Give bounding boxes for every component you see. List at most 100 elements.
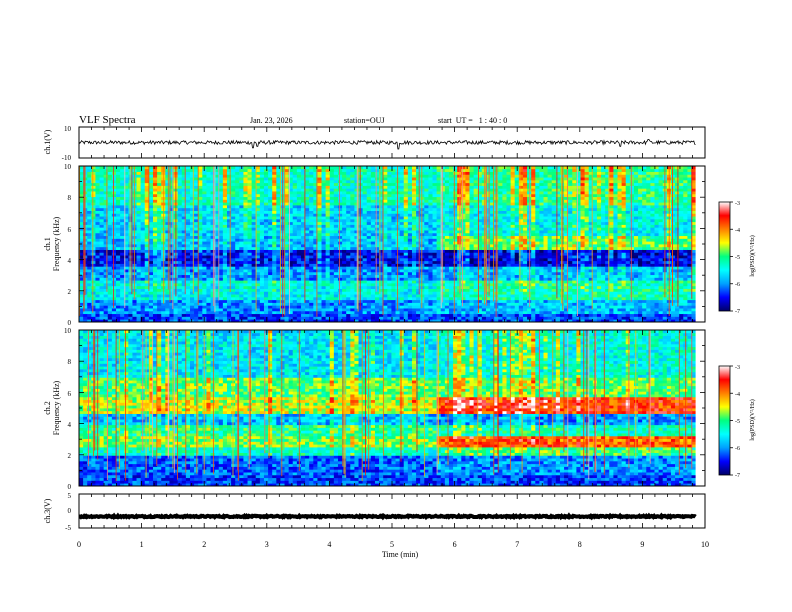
spectrogram-cell bbox=[407, 168, 413, 172]
spectrogram-cell bbox=[116, 277, 121, 281]
spectrogram-cell bbox=[128, 255, 133, 259]
spectrogram-cell bbox=[424, 202, 429, 206]
spectrogram-cell bbox=[120, 235, 125, 239]
spectrogram-cell bbox=[255, 174, 261, 178]
spectrogram-cell bbox=[305, 210, 310, 214]
spectrogram-cell bbox=[350, 227, 355, 231]
spectrogram-cell bbox=[235, 171, 240, 175]
spectrogram-cell bbox=[194, 280, 199, 284]
spectrogram-cell bbox=[157, 291, 162, 295]
spectrogram-cell bbox=[136, 249, 142, 253]
spectrogram-cell bbox=[276, 221, 281, 225]
spectrogram-cell bbox=[268, 308, 273, 312]
spectrogram-cell bbox=[124, 227, 129, 231]
spectrogram-cell bbox=[91, 241, 96, 245]
spectrogram-cell bbox=[218, 277, 224, 281]
spectrogram-cell bbox=[239, 227, 244, 231]
spectrogram-cell bbox=[387, 288, 392, 292]
spectrogram-cell bbox=[317, 166, 322, 170]
spectrogram-cell bbox=[111, 257, 117, 262]
spectrogram-cell bbox=[284, 166, 290, 170]
spectrogram-cell bbox=[387, 182, 392, 186]
spectrogram-cell bbox=[276, 291, 281, 295]
spectrogram-cell bbox=[374, 230, 380, 234]
spectrogram-cell bbox=[276, 316, 281, 320]
spectrogram-cell bbox=[169, 182, 174, 186]
spectrogram-cell bbox=[218, 241, 224, 245]
spectrogram-cell bbox=[259, 263, 265, 267]
spectrogram-cell bbox=[157, 199, 162, 203]
spectrogram-cell bbox=[136, 271, 142, 276]
spectrogram-cell bbox=[206, 199, 211, 203]
spectrogram-cell bbox=[300, 221, 306, 225]
spectrogram-cell bbox=[300, 316, 306, 320]
spectrogram-cell bbox=[379, 216, 384, 220]
spectrogram-cell bbox=[202, 210, 207, 214]
spectrogram-cell bbox=[247, 296, 253, 301]
spectrogram-cell bbox=[107, 288, 113, 292]
spectrogram-cell bbox=[239, 255, 244, 259]
spectrogram-cell bbox=[251, 294, 257, 298]
spectrogram-cell bbox=[181, 277, 187, 281]
spectrogram-cell bbox=[321, 218, 327, 223]
spectrogram-cell bbox=[177, 168, 183, 172]
spectrogram-cell bbox=[169, 249, 174, 253]
spectrogram-cell bbox=[420, 185, 425, 189]
spectrogram-cell bbox=[214, 288, 220, 292]
spectrogram-cell bbox=[103, 313, 109, 317]
spectrogram-cell bbox=[152, 283, 158, 287]
spectrogram-cell bbox=[95, 210, 100, 214]
spectrogram-cell bbox=[226, 232, 232, 237]
spectrogram-cell bbox=[416, 266, 421, 270]
spectrogram-cell bbox=[243, 302, 248, 306]
spectrogram-cell bbox=[144, 224, 150, 228]
spectrogram-cell bbox=[95, 246, 100, 250]
spectrogram-cell bbox=[317, 244, 322, 248]
spectrogram-cell bbox=[128, 244, 133, 248]
spectrogram-cell bbox=[243, 182, 248, 186]
spectrogram-cell bbox=[111, 319, 117, 323]
spectrogram-cell bbox=[374, 316, 380, 320]
spectrogram-cell bbox=[383, 252, 388, 256]
spectrogram-cell bbox=[177, 174, 183, 178]
spectrogram-cell bbox=[354, 288, 359, 292]
spectrogram-cell bbox=[354, 182, 359, 186]
spectrogram-cell bbox=[337, 260, 343, 264]
spectrogram-cell bbox=[358, 210, 364, 214]
spectrogram-cell bbox=[317, 313, 322, 317]
spectrogram-cell bbox=[198, 232, 203, 237]
spectrogram-cell bbox=[235, 199, 240, 203]
spectrogram-cell bbox=[354, 224, 359, 228]
spectrogram-cell bbox=[276, 193, 281, 198]
spectrogram-cell bbox=[313, 294, 318, 298]
spectrogram-cell bbox=[325, 196, 331, 200]
spectrogram-cell bbox=[370, 269, 376, 273]
spectrogram-cell bbox=[391, 271, 396, 276]
spectrogram-cell bbox=[358, 232, 364, 237]
spectrogram-cell bbox=[317, 210, 322, 214]
spectrogram-cell bbox=[263, 191, 269, 195]
spectrogram-cell bbox=[169, 296, 174, 301]
spectrogram-cell bbox=[399, 188, 405, 192]
spectrogram-cell bbox=[300, 305, 306, 309]
spectrogram-cell bbox=[157, 216, 162, 220]
spectrogram-cell bbox=[189, 283, 195, 287]
spectrogram-cell bbox=[272, 308, 277, 312]
spectrogram-cell bbox=[128, 266, 133, 270]
spectrogram-cell bbox=[124, 205, 129, 209]
spectrogram-cell bbox=[165, 288, 170, 292]
spectrogram-cell bbox=[136, 252, 142, 256]
spectrogram-cell bbox=[313, 199, 318, 203]
spectrogram-cell bbox=[354, 280, 359, 284]
spectrogram-cell bbox=[399, 316, 405, 320]
spectrogram-cell bbox=[313, 188, 318, 192]
spectrogram-cell bbox=[337, 168, 343, 172]
spectrogram-cell bbox=[218, 227, 224, 231]
spectrogram-cell bbox=[107, 232, 113, 237]
spectrogram-cell bbox=[173, 316, 179, 320]
spectrogram-cell bbox=[152, 238, 158, 242]
spectrogram-cell bbox=[263, 255, 269, 259]
spectrogram-cell bbox=[300, 202, 306, 206]
spectrogram-cell bbox=[370, 179, 376, 184]
spectrogram-cell bbox=[177, 207, 183, 211]
